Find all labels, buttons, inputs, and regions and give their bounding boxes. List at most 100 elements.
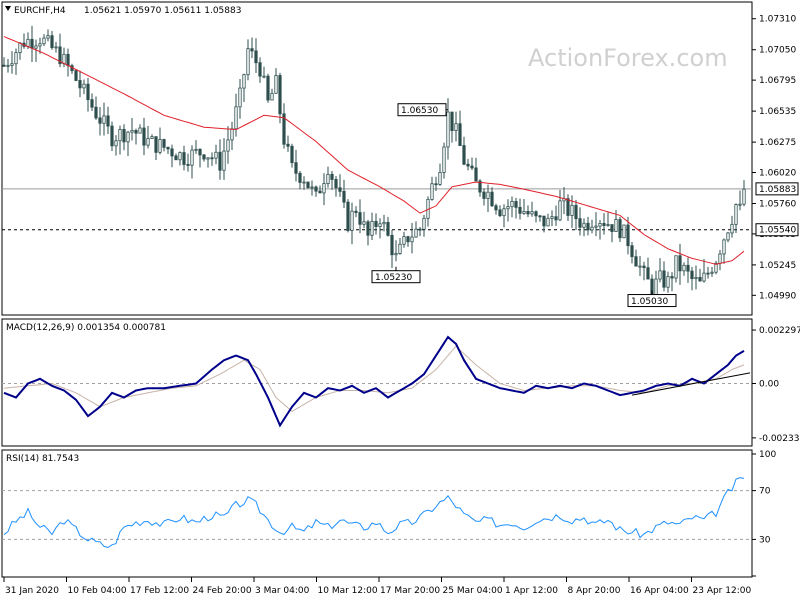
- candle-body: [606, 224, 610, 226]
- macd-trendline: [631, 372, 751, 396]
- candle-body: [518, 206, 522, 214]
- candle-body: [130, 130, 134, 133]
- macd-panel-border: [1, 318, 753, 447]
- candle-body: [274, 75, 278, 94]
- candle-body: [442, 146, 446, 173]
- candle-body: [538, 215, 542, 218]
- candle-body: [742, 188, 746, 205]
- annotation-label: 1.06530: [401, 106, 438, 116]
- macd-layer: [2, 335, 752, 428]
- candle-body: [66, 53, 70, 67]
- candle-body: [446, 111, 450, 148]
- candle-body: [550, 216, 554, 219]
- candle-body: [102, 115, 106, 124]
- candle-body: [494, 205, 498, 211]
- candle-body: [342, 190, 346, 203]
- dropdown-triangle-icon[interactable]: [5, 6, 11, 11]
- candle-body: [202, 154, 206, 160]
- candle-body: [166, 146, 170, 150]
- candle-body: [238, 87, 242, 108]
- candle-body: [310, 186, 314, 189]
- candle-body: [566, 198, 570, 216]
- time-axis-label: 17 Feb 12:00: [130, 586, 189, 596]
- candle-body: [230, 128, 234, 141]
- candle-body: [78, 80, 82, 89]
- rsi-title: RSI(14) 81.7543: [6, 454, 79, 464]
- candle-body: [118, 128, 122, 142]
- candle-body: [150, 136, 154, 139]
- candle-body: [474, 167, 478, 182]
- candle-body: [710, 271, 714, 274]
- candle-body: [738, 203, 742, 206]
- time-axis-label: 10 Mar 12:00: [318, 586, 378, 596]
- candle-body: [330, 173, 334, 180]
- reference-level-badge: [755, 223, 799, 237]
- candle-body: [666, 276, 670, 288]
- current-price-badge-label: 1.05883: [759, 185, 796, 195]
- candle-body: [362, 221, 366, 225]
- annotation-box: [371, 270, 421, 284]
- candle-body: [214, 151, 218, 159]
- annotation-box: [397, 103, 447, 117]
- time-axis-label: 23 Apr 12:00: [693, 586, 752, 596]
- candle-body: [138, 127, 142, 134]
- candle-body: [62, 53, 66, 65]
- candle-body: [110, 125, 114, 147]
- candle-body: [734, 204, 738, 225]
- candle-body: [514, 201, 518, 208]
- annotation-label: 1.05230: [375, 273, 412, 283]
- candle-body: [686, 264, 690, 272]
- candle-body: [654, 278, 658, 296]
- candle-body: [50, 35, 54, 49]
- candle-body: [422, 217, 426, 230]
- candle-body: [322, 183, 326, 194]
- candle-body: [194, 148, 198, 151]
- candle-body: [382, 222, 386, 225]
- price-panel-border: [1, 1, 753, 316]
- candle-body: [726, 232, 730, 241]
- moving-average-line: [3, 36, 745, 265]
- candle-body: [258, 62, 262, 77]
- candle-body: [174, 155, 178, 161]
- candle-body: [234, 106, 238, 130]
- candle-body: [646, 267, 650, 280]
- candle-body: [674, 255, 678, 279]
- candle-body: [242, 74, 246, 89]
- candle-body: [638, 265, 642, 268]
- candle-body: [498, 209, 502, 217]
- macd-axis-label: 0.002297: [759, 326, 800, 336]
- candle-body: [86, 83, 90, 101]
- candle-body: [198, 148, 202, 156]
- candle-body: [350, 210, 354, 231]
- candle-body: [546, 217, 550, 227]
- candle-body: [530, 211, 534, 215]
- time-axis-label: 24 Feb 20:00: [193, 586, 252, 596]
- candle-body: [114, 140, 118, 147]
- candle-body: [134, 130, 138, 134]
- candle-body: [542, 215, 546, 227]
- candle-body: [262, 75, 266, 78]
- candle-body: [226, 139, 230, 152]
- candle-body: [314, 186, 318, 192]
- price-axis-label: 1.06275: [759, 138, 796, 148]
- candle-body: [38, 43, 42, 47]
- candle-body: [386, 222, 390, 236]
- candle-body: [718, 253, 722, 264]
- candle-body: [178, 152, 182, 161]
- candle-body: [294, 162, 298, 174]
- candle-body: [470, 165, 474, 169]
- macd-title: MACD(12,26,9) 0.001354 0.000781: [6, 323, 166, 333]
- ohlc-values: 1.05621 1.05970 1.05611 1.05883: [84, 6, 241, 16]
- time-axis-label: 31 Jan 2020: [5, 586, 59, 596]
- candle-body: [486, 191, 490, 199]
- candle-body: [678, 255, 682, 272]
- candle-body: [186, 164, 190, 166]
- candle-body: [630, 245, 634, 258]
- candle-body: [94, 106, 98, 119]
- candle-body: [162, 139, 166, 148]
- candle-body: [510, 201, 514, 208]
- candle-body: [98, 117, 102, 124]
- candle-body: [610, 224, 614, 232]
- time-axis-label: 8 Apr 20:00: [568, 586, 621, 596]
